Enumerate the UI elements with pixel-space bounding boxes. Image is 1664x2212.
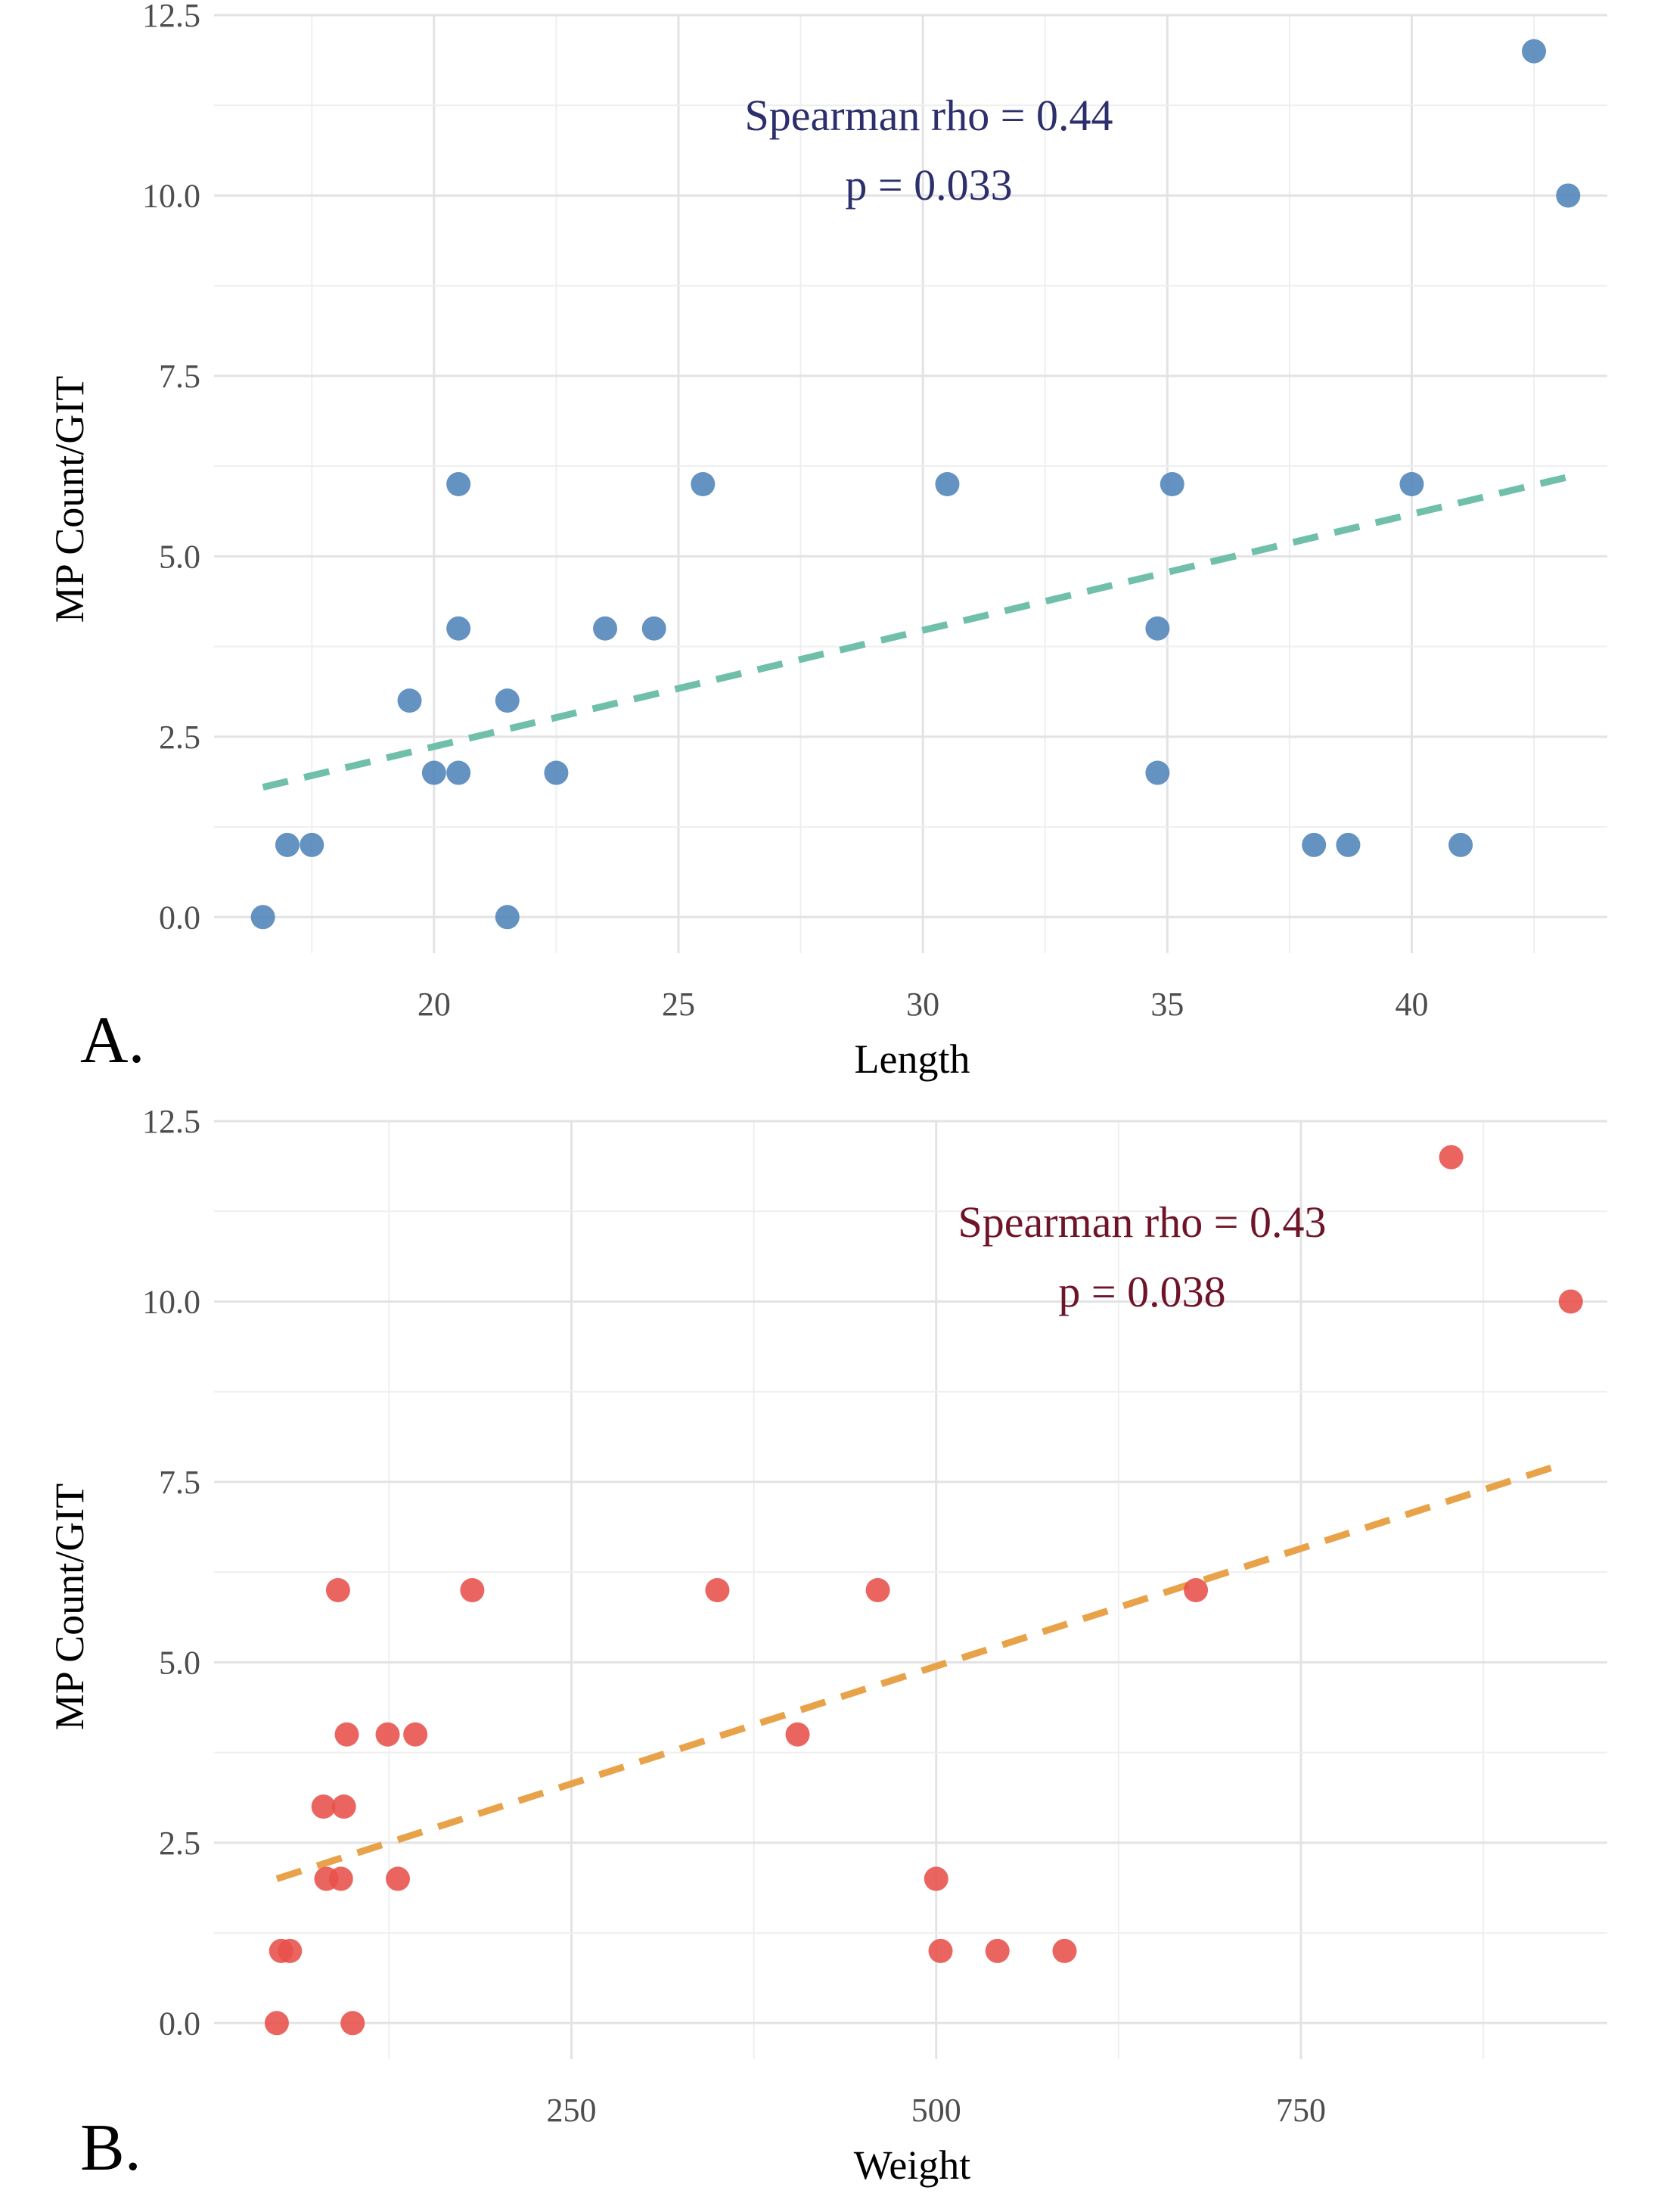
data-point (328, 1866, 353, 1891)
data-point (985, 1938, 1010, 1963)
data-point (446, 472, 471, 496)
data-point (641, 616, 666, 641)
data-point (1160, 472, 1184, 496)
x-tick-label: 250 (547, 2092, 597, 2129)
y-tick-label: 12.5 (142, 0, 200, 34)
trend-line (262, 474, 1569, 791)
data-point (1556, 183, 1581, 208)
data-point (544, 760, 569, 785)
data-point (334, 1722, 359, 1747)
data-point (691, 472, 716, 496)
data-point (1302, 832, 1327, 857)
data-point (785, 1722, 810, 1747)
panel-b-trend (275, 1460, 1565, 1882)
data-point (250, 905, 275, 930)
panel-a-trend (262, 474, 1569, 791)
x-tick-label: 35 (1150, 986, 1184, 1023)
data-point (1145, 616, 1170, 641)
panel-b-points (264, 1145, 1583, 2036)
data-point (928, 1938, 953, 1963)
data-point (421, 760, 446, 785)
data-point (264, 2011, 289, 2036)
data-point (1184, 1578, 1209, 1602)
data-point (1558, 1289, 1583, 1314)
data-point (495, 905, 520, 930)
panel-b-y-axis: 0.0 2.5 5.0 7.5 10.0 12.5 (142, 1103, 200, 2042)
x-tick-label: 40 (1395, 986, 1428, 1023)
y-tick-label: 0.0 (159, 2005, 200, 2042)
y-tick-label: 5.0 (159, 1644, 200, 1681)
data-point (300, 832, 324, 857)
panel-a-points (250, 39, 1581, 930)
data-point (1052, 1938, 1077, 1963)
panel-a-xlabel: Length (855, 1036, 970, 1082)
y-tick-label: 0.0 (159, 899, 200, 936)
y-tick-label: 2.5 (159, 1825, 200, 1862)
y-tick-label: 12.5 (142, 1103, 200, 1140)
data-point (1336, 832, 1361, 857)
data-point (325, 1578, 350, 1602)
y-tick-label: 7.5 (159, 1464, 200, 1501)
data-point (278, 1938, 303, 1963)
panel-a-label: A. (80, 1004, 145, 1077)
x-tick-label: 750 (1276, 2092, 1326, 2129)
data-point (1439, 1145, 1464, 1170)
panel-a-grid (214, 14, 1607, 953)
data-point (403, 1722, 428, 1747)
panel-b-x-axis: 250 500 750 (547, 2092, 1326, 2129)
y-tick-label: 10.0 (142, 177, 200, 214)
panel-b: 0.0 2.5 5.0 7.5 10.0 12.5 250 500 750 Spearman … (47, 1103, 1607, 2188)
data-point (375, 1722, 400, 1747)
data-point (1399, 472, 1424, 496)
panel-b-label: B. (80, 2111, 141, 2185)
x-tick-label: 500 (911, 2092, 961, 2129)
x-tick-label: 20 (418, 986, 451, 1023)
panel-b-xlabel: Weight (854, 2142, 971, 2188)
panel-b-ylabel: MP Count/GIT (47, 1483, 92, 1731)
data-point (924, 1866, 948, 1891)
data-point (460, 1578, 485, 1602)
data-point (1522, 39, 1547, 64)
y-tick-label: 10.0 (142, 1283, 200, 1320)
data-point (865, 1578, 890, 1602)
x-tick-label: 25 (662, 986, 695, 1023)
panel-a-annotation-rho: Spearman rho = 0.44 (745, 91, 1113, 140)
data-point (311, 1794, 336, 1819)
panel-b-annotation-rho: Spearman rho = 0.43 (958, 1198, 1327, 1247)
trend-line (275, 1460, 1565, 1882)
panel-a-y-axis: 0.0 2.5 5.0 7.5 10.0 12.5 (142, 0, 200, 936)
x-tick-label: 30 (906, 986, 939, 1023)
panel-a-annotation-p: p = 0.033 (845, 160, 1012, 210)
panel-b-annotation-p: p = 0.038 (1058, 1267, 1225, 1316)
panel-a-x-axis: 20 25 30 35 40 (418, 986, 1429, 1023)
panel-a: 0.0 2.5 5.0 7.5 10.0 12.5 20 25 30 35 40 Spearman… (47, 0, 1607, 1082)
data-point (331, 1794, 356, 1819)
data-point (340, 2011, 365, 2036)
data-point (935, 472, 960, 496)
data-point (397, 688, 422, 713)
data-point (495, 688, 520, 713)
data-point (1448, 832, 1473, 857)
y-tick-label: 5.0 (159, 538, 200, 575)
data-point (1145, 760, 1170, 785)
data-point (275, 832, 300, 857)
y-tick-label: 7.5 (159, 358, 200, 395)
y-tick-label: 2.5 (159, 719, 200, 756)
data-point (593, 616, 618, 641)
data-point (446, 616, 471, 641)
panel-a-ylabel: MP Count/GIT (47, 376, 92, 623)
data-point (446, 760, 471, 785)
data-point (386, 1866, 411, 1891)
data-point (705, 1578, 730, 1602)
panel-b-grid (214, 1120, 1607, 2059)
